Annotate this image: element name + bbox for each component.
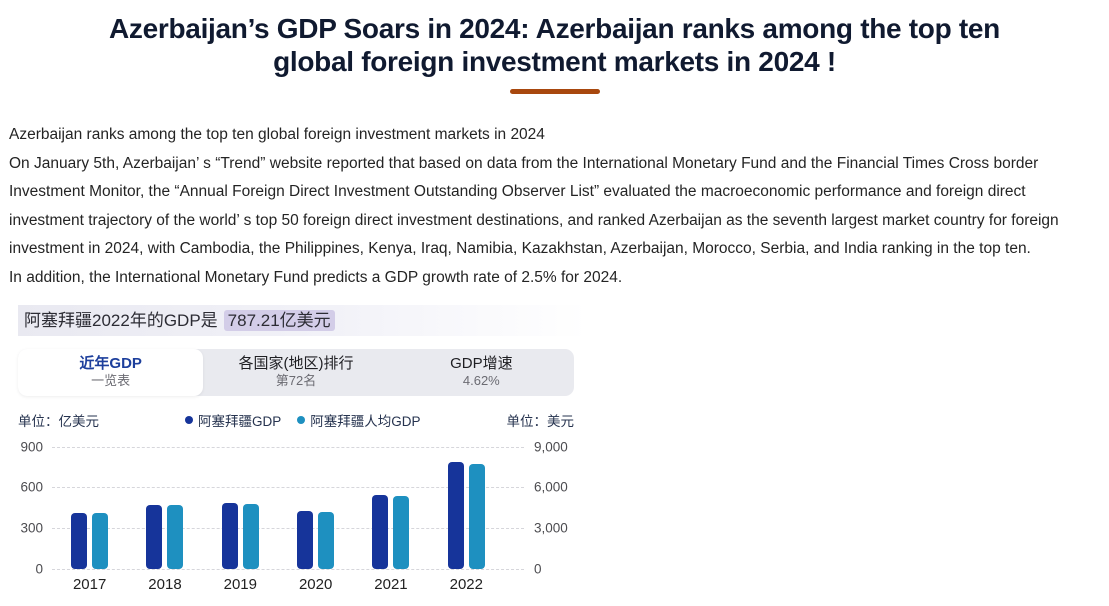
legend-label: 阿塞拜疆GDP (197, 413, 282, 429)
article-page: Azerbaijan’s GDP Soars in 2024: Azerbaij… (0, 12, 1109, 593)
gridline (52, 487, 524, 489)
x-axis-label-2020: 2020 (298, 575, 333, 593)
bar-阿塞拜疆人均GDP-2019 (242, 503, 259, 569)
tab-recent-gdp[interactable]: 近年GDP 一览表 (18, 348, 204, 396)
tab-label: 各国家(地区)排行 (238, 355, 354, 373)
x-axis-labels: 2017 2018 2019 2020 2021 2022 (52, 576, 504, 593)
page-title-line-2: global foreign investment markets in 202… (273, 46, 836, 77)
tab-gdp-growth[interactable]: GDP增速 4.62% (389, 349, 574, 396)
article-body: Azerbaijan ranks among the top ten globa… (9, 121, 1109, 293)
x-axis-label-2021: 2021 (374, 575, 408, 593)
body-line: On January 5th, Azerbaijan’ s “Trend” we… (9, 154, 1039, 172)
bar-group-2019 (203, 447, 278, 569)
body-line: investment trajectory of the world’ s to… (9, 211, 1059, 229)
x-axis-label-2017: 2017 (72, 575, 107, 593)
gridline (52, 446, 524, 448)
gdp-headline-text: 阿塞拜疆2022年的GDP是 (24, 310, 218, 330)
right-axis-tick: 0 (534, 561, 542, 577)
right-axis-tick: 3,000 (534, 520, 568, 536)
page-title-line-1: Azerbaijan’s GDP Soars in 2024: Azerbaij… (109, 13, 1000, 44)
x-axis-label-2019: 2019 (223, 575, 257, 593)
legend-dot-gdp-icon (184, 415, 193, 424)
left-axis-tick: 300 (20, 520, 43, 536)
left-axis-tick: 600 (20, 479, 43, 495)
left-axis-unit: 单位：亿美元 (18, 413, 99, 429)
right-axis-tick: 6,000 (534, 479, 568, 495)
bar-阿塞拜疆GDP-2018 (146, 504, 163, 569)
tab-country-ranking[interactable]: 各国家(地区)排行 第72名 (203, 349, 388, 396)
title-accent-divider (509, 89, 600, 94)
gdp-card-headline: 阿塞拜疆2022年的GDP是 787.21亿美元 (18, 304, 588, 336)
bar-group-2022 (429, 447, 504, 569)
bar-group-2017 (52, 447, 127, 569)
gdp-info-card: 阿塞拜疆2022年的GDP是 787.21亿美元 近年GDP 一览表 各国家(地区… (18, 304, 588, 593)
x-axis-label-2018: 2018 (148, 575, 182, 593)
bar-阿塞拜疆人均GDP-2022 (468, 464, 485, 569)
gridline (52, 527, 524, 529)
page-title: Azerbaijan’s GDP Soars in 2024: Azerbaij… (10, 12, 1099, 78)
gridline (52, 568, 524, 570)
body-line: Investment Monitor, the “Annual Foreign … (9, 183, 1026, 201)
body-line: Azerbaijan ranks among the top ten globa… (9, 126, 545, 143)
legend-label: 阿塞拜疆人均GDP (310, 413, 421, 429)
chart-legend: 阿塞拜疆GDP 阿塞拜疆人均GDP (99, 410, 507, 430)
bar-阿塞拜疆GDP-2017 (71, 513, 88, 569)
tab-label: 近年GDP (79, 355, 142, 373)
left-axis-tick: 0 (35, 561, 43, 577)
right-axis-tick: 9,000 (534, 439, 568, 455)
x-axis-label-2022: 2022 (449, 575, 483, 593)
body-line: investment in 2024, with Cambodia, the P… (9, 240, 1031, 258)
body-line: In addition, the International Monetary … (9, 268, 623, 286)
bar-group-2021 (353, 447, 428, 569)
bar-group-2020 (278, 447, 353, 569)
legend-item-gdp-per-capita: 阿塞拜疆人均GDP (297, 410, 421, 430)
plot-area: 900 600 300 0 9,000 6,000 3,000 0 (20, 439, 567, 576)
gdp-card-tabs: 近年GDP 一览表 各国家(地区)排行 第72名 GDP增速 4.62% (18, 348, 574, 396)
left-axis-tick: 900 (20, 439, 43, 455)
tab-sublabel: 4.62% (462, 373, 500, 389)
bar-阿塞拜疆人均GDP-2017 (92, 513, 109, 569)
bar-group-2018 (127, 447, 202, 569)
right-axis-unit: 单位：美元 (506, 413, 575, 429)
legend-item-gdp: 阿塞拜疆GDP (184, 410, 282, 430)
legend-dot-per-capita-icon (297, 415, 306, 424)
gdp-bar-chart: 900 600 300 0 9,000 6,000 3,000 0 2017 20… (18, 439, 588, 593)
chart-meta-row: 单位：亿美元 阿塞拜疆GDP 阿塞拜疆人均GDP 单位：美元 (18, 410, 574, 430)
bar-阿塞拜疆人均GDP-2018 (167, 504, 184, 569)
bars-row (52, 447, 504, 569)
bar-阿塞拜疆人均GDP-2021 (393, 496, 410, 569)
tab-label: GDP增速 (450, 355, 513, 373)
gdp-value-highlight: 787.21亿美元 (223, 309, 335, 331)
bar-阿塞拜疆人均GDP-2020 (318, 511, 335, 569)
tab-sublabel: 一览表 (91, 373, 131, 389)
bar-阿塞拜疆GDP-2019 (221, 503, 238, 569)
tab-sublabel: 第72名 (275, 373, 317, 389)
bar-阿塞拜疆GDP-2020 (297, 510, 314, 569)
bar-阿塞拜疆GDP-2021 (372, 494, 389, 569)
bar-阿塞拜疆GDP-2022 (447, 461, 464, 569)
